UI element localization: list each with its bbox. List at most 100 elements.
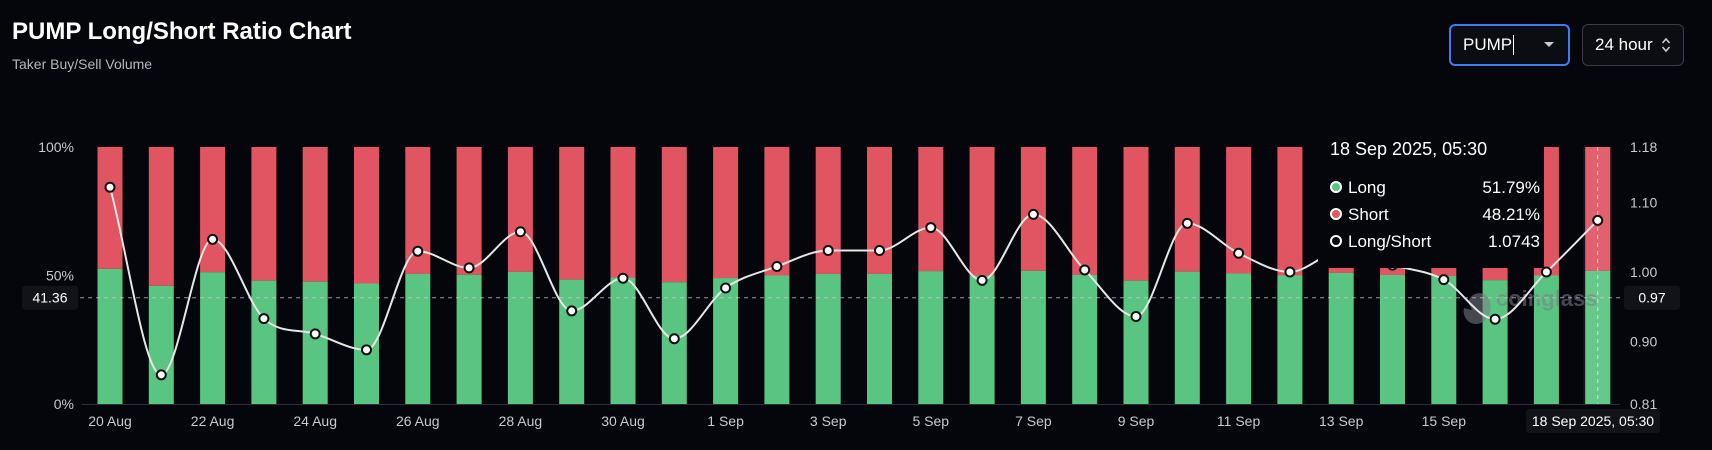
x-flag-label: 18 Sep 2025, 05:30 [1532, 413, 1654, 429]
tooltip-dot [1330, 208, 1342, 220]
bar-long [1380, 274, 1405, 404]
tooltip-row-value: 1.0743 [1488, 232, 1540, 251]
bar-long [405, 273, 431, 404]
bar-long [764, 275, 790, 404]
ratio-point [514, 226, 526, 238]
bar-long [559, 279, 585, 404]
bar-short [559, 147, 585, 280]
x-tick: 13 Sep [1319, 413, 1364, 429]
tooltip-row-value: 51.79% [1482, 178, 1540, 197]
y-left-tick: 50% [46, 268, 74, 284]
ratio-point [1027, 208, 1039, 220]
tooltip: 18 Sep 2025, 05:30 Long 51.79% Short 48.21% L… [1318, 132, 1544, 268]
x-tick: 20 Aug [88, 413, 132, 429]
page-title: PUMP Long/Short Ratio Chart [12, 18, 352, 45]
symbol-select[interactable]: PUMP [1449, 24, 1570, 66]
bar-long [302, 281, 328, 404]
y-right-tick: 1.00 [1630, 264, 1657, 280]
bar-short [713, 147, 739, 279]
hover-highlight [1583, 147, 1613, 404]
bar-short [507, 147, 533, 272]
x-tick: 9 Sep [1118, 413, 1155, 429]
ratio-point [617, 272, 629, 284]
crosshair-left-badge [22, 285, 78, 310]
bar-long [456, 274, 482, 404]
bar-long [200, 272, 226, 404]
tooltip-dot [1330, 181, 1342, 193]
tooltip-row-label: Long [1348, 178, 1386, 197]
bar-long [251, 280, 277, 404]
y-right-tick: 1.10 [1630, 195, 1657, 211]
ratio-point [874, 244, 885, 256]
ratio-point [104, 181, 116, 193]
x-tick: 24 Aug [293, 413, 337, 429]
x-tick: 22 Aug [191, 413, 235, 429]
ratio-point [309, 328, 321, 340]
time-range-select[interactable]: 24 hour [1582, 24, 1684, 66]
bar-long [507, 271, 533, 404]
x-tick: 30 Aug [601, 413, 645, 429]
y-right-tick: 0.90 [1630, 333, 1657, 349]
bar-long [1328, 272, 1354, 404]
ratio-point [1438, 274, 1450, 286]
bar-long [1020, 270, 1046, 404]
x-tick: 28 Aug [499, 413, 543, 429]
bar-long [713, 278, 739, 404]
bar-long [1226, 273, 1252, 404]
ratio-point [976, 274, 988, 286]
bar-long [1533, 275, 1559, 404]
watermark-text: coinglass [1496, 286, 1597, 311]
tooltip-box [1318, 132, 1544, 268]
tooltip-dot [1330, 235, 1342, 247]
ratio-point [822, 244, 834, 256]
x-tick: 7 Sep [1015, 413, 1052, 429]
y-left-tick: 0% [54, 396, 74, 412]
ratio-point [720, 282, 732, 294]
chevron-down-icon [1544, 42, 1554, 47]
ratio-point [1284, 266, 1296, 278]
bar-short [1585, 147, 1611, 271]
chart-axes: 0% 50% 100% 0.81 0.90 1.00 1.10 1.18 20 Aug 22 Au… [38, 139, 1660, 433]
bar-long [1431, 276, 1457, 404]
ratio-point [155, 369, 167, 381]
bar-long [1277, 275, 1303, 404]
bar-short [302, 147, 328, 282]
ratio-point [1079, 264, 1091, 276]
text-cursor [1513, 35, 1515, 55]
x-tick: 3 Sep [810, 413, 847, 429]
ratio-point [1130, 310, 1142, 322]
x-tick: 5 Sep [913, 413, 950, 429]
bar-short [1174, 147, 1200, 272]
crosshair-left-label: 41.36 [32, 290, 67, 306]
ratio-point [412, 245, 424, 257]
bar-short [200, 147, 226, 273]
y-left-tick: 100% [38, 139, 74, 155]
ratio-point [771, 260, 783, 272]
tooltip-row-label: Long/Short [1348, 232, 1431, 251]
bar-short [1123, 147, 1149, 281]
bar-short [918, 147, 944, 272]
chevron-updown-icon [1661, 37, 1671, 53]
tooltip-title: 18 Sep 2025, 05:30 [1330, 139, 1487, 159]
bar-short [764, 147, 790, 276]
crosshair-right-badge [1624, 285, 1680, 310]
tooltip-row-value: 48.21% [1482, 205, 1540, 224]
bar-short [969, 147, 995, 276]
bar-short [661, 147, 687, 283]
bar-long [1072, 274, 1098, 404]
crosshair: 41.36 0.97 [22, 285, 1680, 310]
bar-long [97, 268, 123, 404]
ratio-point [1233, 247, 1245, 259]
ratio-point [361, 344, 372, 356]
bar-short [97, 147, 123, 269]
ratio-point [1181, 217, 1193, 229]
ratio-point [463, 262, 475, 274]
time-range-value: 24 hour [1595, 35, 1653, 54]
ratio-point [1592, 214, 1604, 226]
bar-short [354, 147, 379, 284]
bar-long [1123, 280, 1149, 404]
x-tick: 15 Sep [1422, 413, 1467, 429]
page-subtitle: Taker Buy/Sell Volume [12, 56, 153, 72]
bar-short [148, 147, 174, 286]
